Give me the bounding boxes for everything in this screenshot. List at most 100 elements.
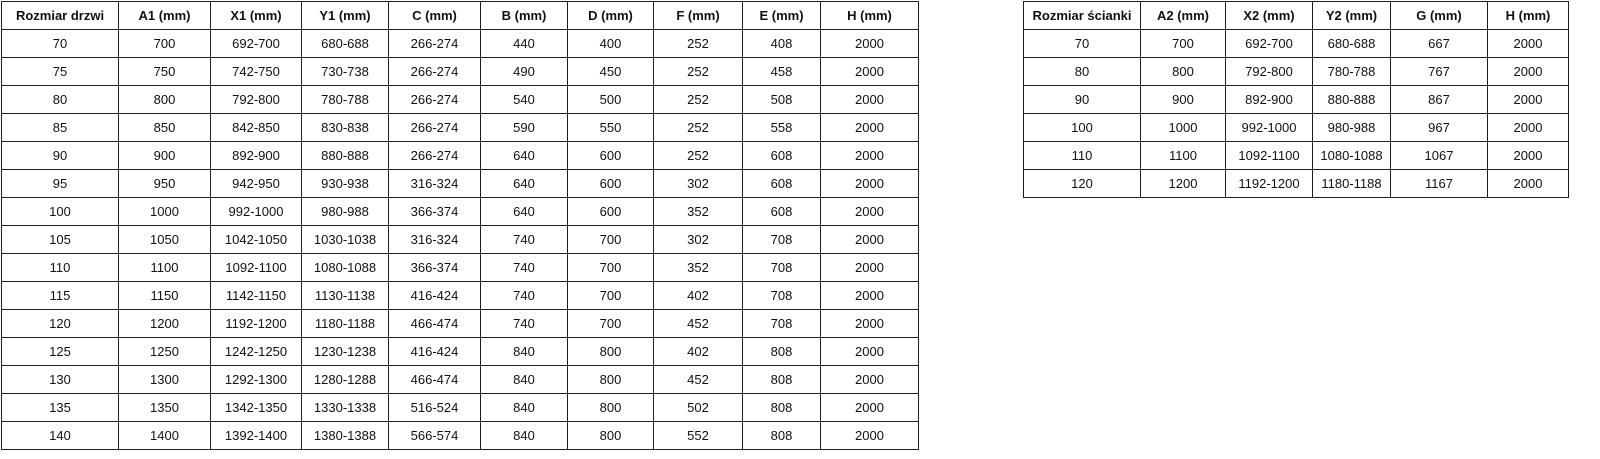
table-cell: 566-574 — [388, 421, 481, 450]
table-cell: 1380-1388 — [301, 421, 389, 450]
table-cell: 266-274 — [388, 113, 481, 142]
table-cell: 1000 — [118, 197, 211, 226]
table-cell: 416-424 — [388, 337, 481, 366]
table-cell: 840 — [480, 365, 568, 394]
table-row: 75 750 742-750 730-738 266-274 490 450 252 458 20… — [1, 57, 919, 86]
table-cell: 992-1000 — [210, 197, 302, 226]
table-cell: 140 — [1, 421, 119, 450]
table-cell: 400 — [567, 29, 654, 58]
column-header: E (mm) — [742, 1, 821, 30]
column-header: B (mm) — [480, 1, 568, 30]
table-cell: 100 — [1, 197, 119, 226]
table-row: 125 1250 1242-1250 1230-1238 416-424 840 800 40… — [1, 337, 919, 366]
table-cell: 70 — [1023, 29, 1141, 58]
table-cell: 1150 — [118, 281, 211, 310]
table-cell: 120 — [1023, 169, 1141, 198]
table-cell: 502 — [653, 393, 743, 422]
column-header: G (mm) — [1390, 1, 1488, 30]
table-row: 110 1100 1092-1100 1080-1088 366-374 740 700 35… — [1, 253, 919, 282]
table-cell: 266-274 — [388, 141, 481, 170]
table-cell: 516-524 — [388, 393, 481, 422]
column-header: Rozmiar ścianki — [1023, 1, 1141, 30]
table-cell: 708 — [742, 253, 821, 282]
table-cell: 1192-1200 — [210, 309, 302, 338]
table-cell: 667 — [1390, 29, 1488, 58]
table-cell: 1092-1100 — [210, 253, 302, 282]
table-row: 130 1300 1292-1300 1280-1288 466-474 840 800 45… — [1, 365, 919, 394]
header-row: Rozmiar drzwi A1 (mm) X1 (mm) Y1 (mm) C (mm)… — [1, 1, 919, 30]
table-row: 110 1100 1092-1100 1080-1088 1067 2000 — [1023, 141, 1569, 170]
table-cell: 130 — [1, 365, 119, 394]
table-cell: 780-788 — [1312, 57, 1391, 86]
table-row: 80 800 792-800 780-788 767 2000 — [1023, 57, 1569, 86]
table-cell: 608 — [742, 169, 821, 198]
table-cell: 1230-1238 — [301, 337, 389, 366]
table-cell: 1200 — [118, 309, 211, 338]
column-header: A2 (mm) — [1140, 1, 1226, 30]
table-cell: 2000 — [820, 225, 919, 254]
table-cell: 550 — [567, 113, 654, 142]
table-cell: 590 — [480, 113, 568, 142]
table-cell: 316-324 — [388, 225, 481, 254]
table-cell: 640 — [480, 141, 568, 170]
table-cell: 450 — [567, 57, 654, 86]
table-row: 85 850 842-850 830-838 266-274 590 550 252 558 20… — [1, 113, 919, 142]
table-cell: 302 — [653, 169, 743, 198]
table-cell: 500 — [567, 85, 654, 114]
table-cell: 980-988 — [301, 197, 389, 226]
table-cell: 1050 — [118, 225, 211, 254]
table-cell: 2000 — [820, 29, 919, 58]
table-cell: 105 — [1, 225, 119, 254]
table-cell: 110 — [1023, 141, 1141, 170]
table-cell: 2000 — [820, 337, 919, 366]
table-cell: 1192-1200 — [1225, 169, 1313, 198]
table-cell: 316-324 — [388, 169, 481, 198]
table-cell: 2000 — [820, 57, 919, 86]
table-cell: 700 — [567, 309, 654, 338]
table-cell: 800 — [1140, 57, 1226, 86]
table-row: 100 1000 992-1000 980-988 967 2000 — [1023, 113, 1569, 142]
table-cell: 950 — [118, 169, 211, 198]
column-header: A1 (mm) — [118, 1, 211, 30]
column-header: Y1 (mm) — [301, 1, 389, 30]
table-cell: 967 — [1390, 113, 1488, 142]
column-header: C (mm) — [388, 1, 481, 30]
table-cell: 800 — [567, 421, 654, 450]
table-cell: 352 — [653, 253, 743, 282]
table-cell: 700 — [118, 29, 211, 58]
table-cell: 2000 — [820, 197, 919, 226]
table-cell: 992-1000 — [1225, 113, 1313, 142]
table-cell: 90 — [1, 141, 119, 170]
header-row: Rozmiar ścianki A2 (mm) X2 (mm) Y2 (mm) G (m… — [1023, 1, 1569, 30]
table-cell: 80 — [1023, 57, 1141, 86]
column-header: F (mm) — [653, 1, 743, 30]
table-cell: 366-374 — [388, 253, 481, 282]
table-cell: 366-374 — [388, 197, 481, 226]
table-cell: 880-888 — [301, 141, 389, 170]
table-cell: 640 — [480, 197, 568, 226]
table-cell: 266-274 — [388, 57, 481, 86]
column-header: D (mm) — [567, 1, 654, 30]
table-cell: 740 — [480, 225, 568, 254]
table-cell: 1092-1100 — [1225, 141, 1313, 170]
table-cell: 466-474 — [388, 365, 481, 394]
table-row: 90 900 892-900 880-888 266-274 640 600 252 608 20… — [1, 141, 919, 170]
table-cell: 266-274 — [388, 29, 481, 58]
table-row: 105 1050 1042-1050 1030-1038 316-324 740 700 30… — [1, 225, 919, 254]
table-cell: 558 — [742, 113, 821, 142]
table-cell: 2000 — [820, 309, 919, 338]
table-cell: 552 — [653, 421, 743, 450]
table-cell: 767 — [1390, 57, 1488, 86]
table-cell: 840 — [480, 393, 568, 422]
table-cell: 2000 — [820, 421, 919, 450]
table-cell: 110 — [1, 253, 119, 282]
table-cell: 680-688 — [301, 29, 389, 58]
table-cell: 600 — [567, 169, 654, 198]
table-cell: 466-474 — [388, 309, 481, 338]
table-cell: 700 — [567, 281, 654, 310]
table-cell: 1030-1038 — [301, 225, 389, 254]
table-row: 70 700 692-700 680-688 667 2000 — [1023, 29, 1569, 58]
table-cell: 2000 — [1487, 57, 1569, 86]
table-cell: 2000 — [1487, 29, 1569, 58]
